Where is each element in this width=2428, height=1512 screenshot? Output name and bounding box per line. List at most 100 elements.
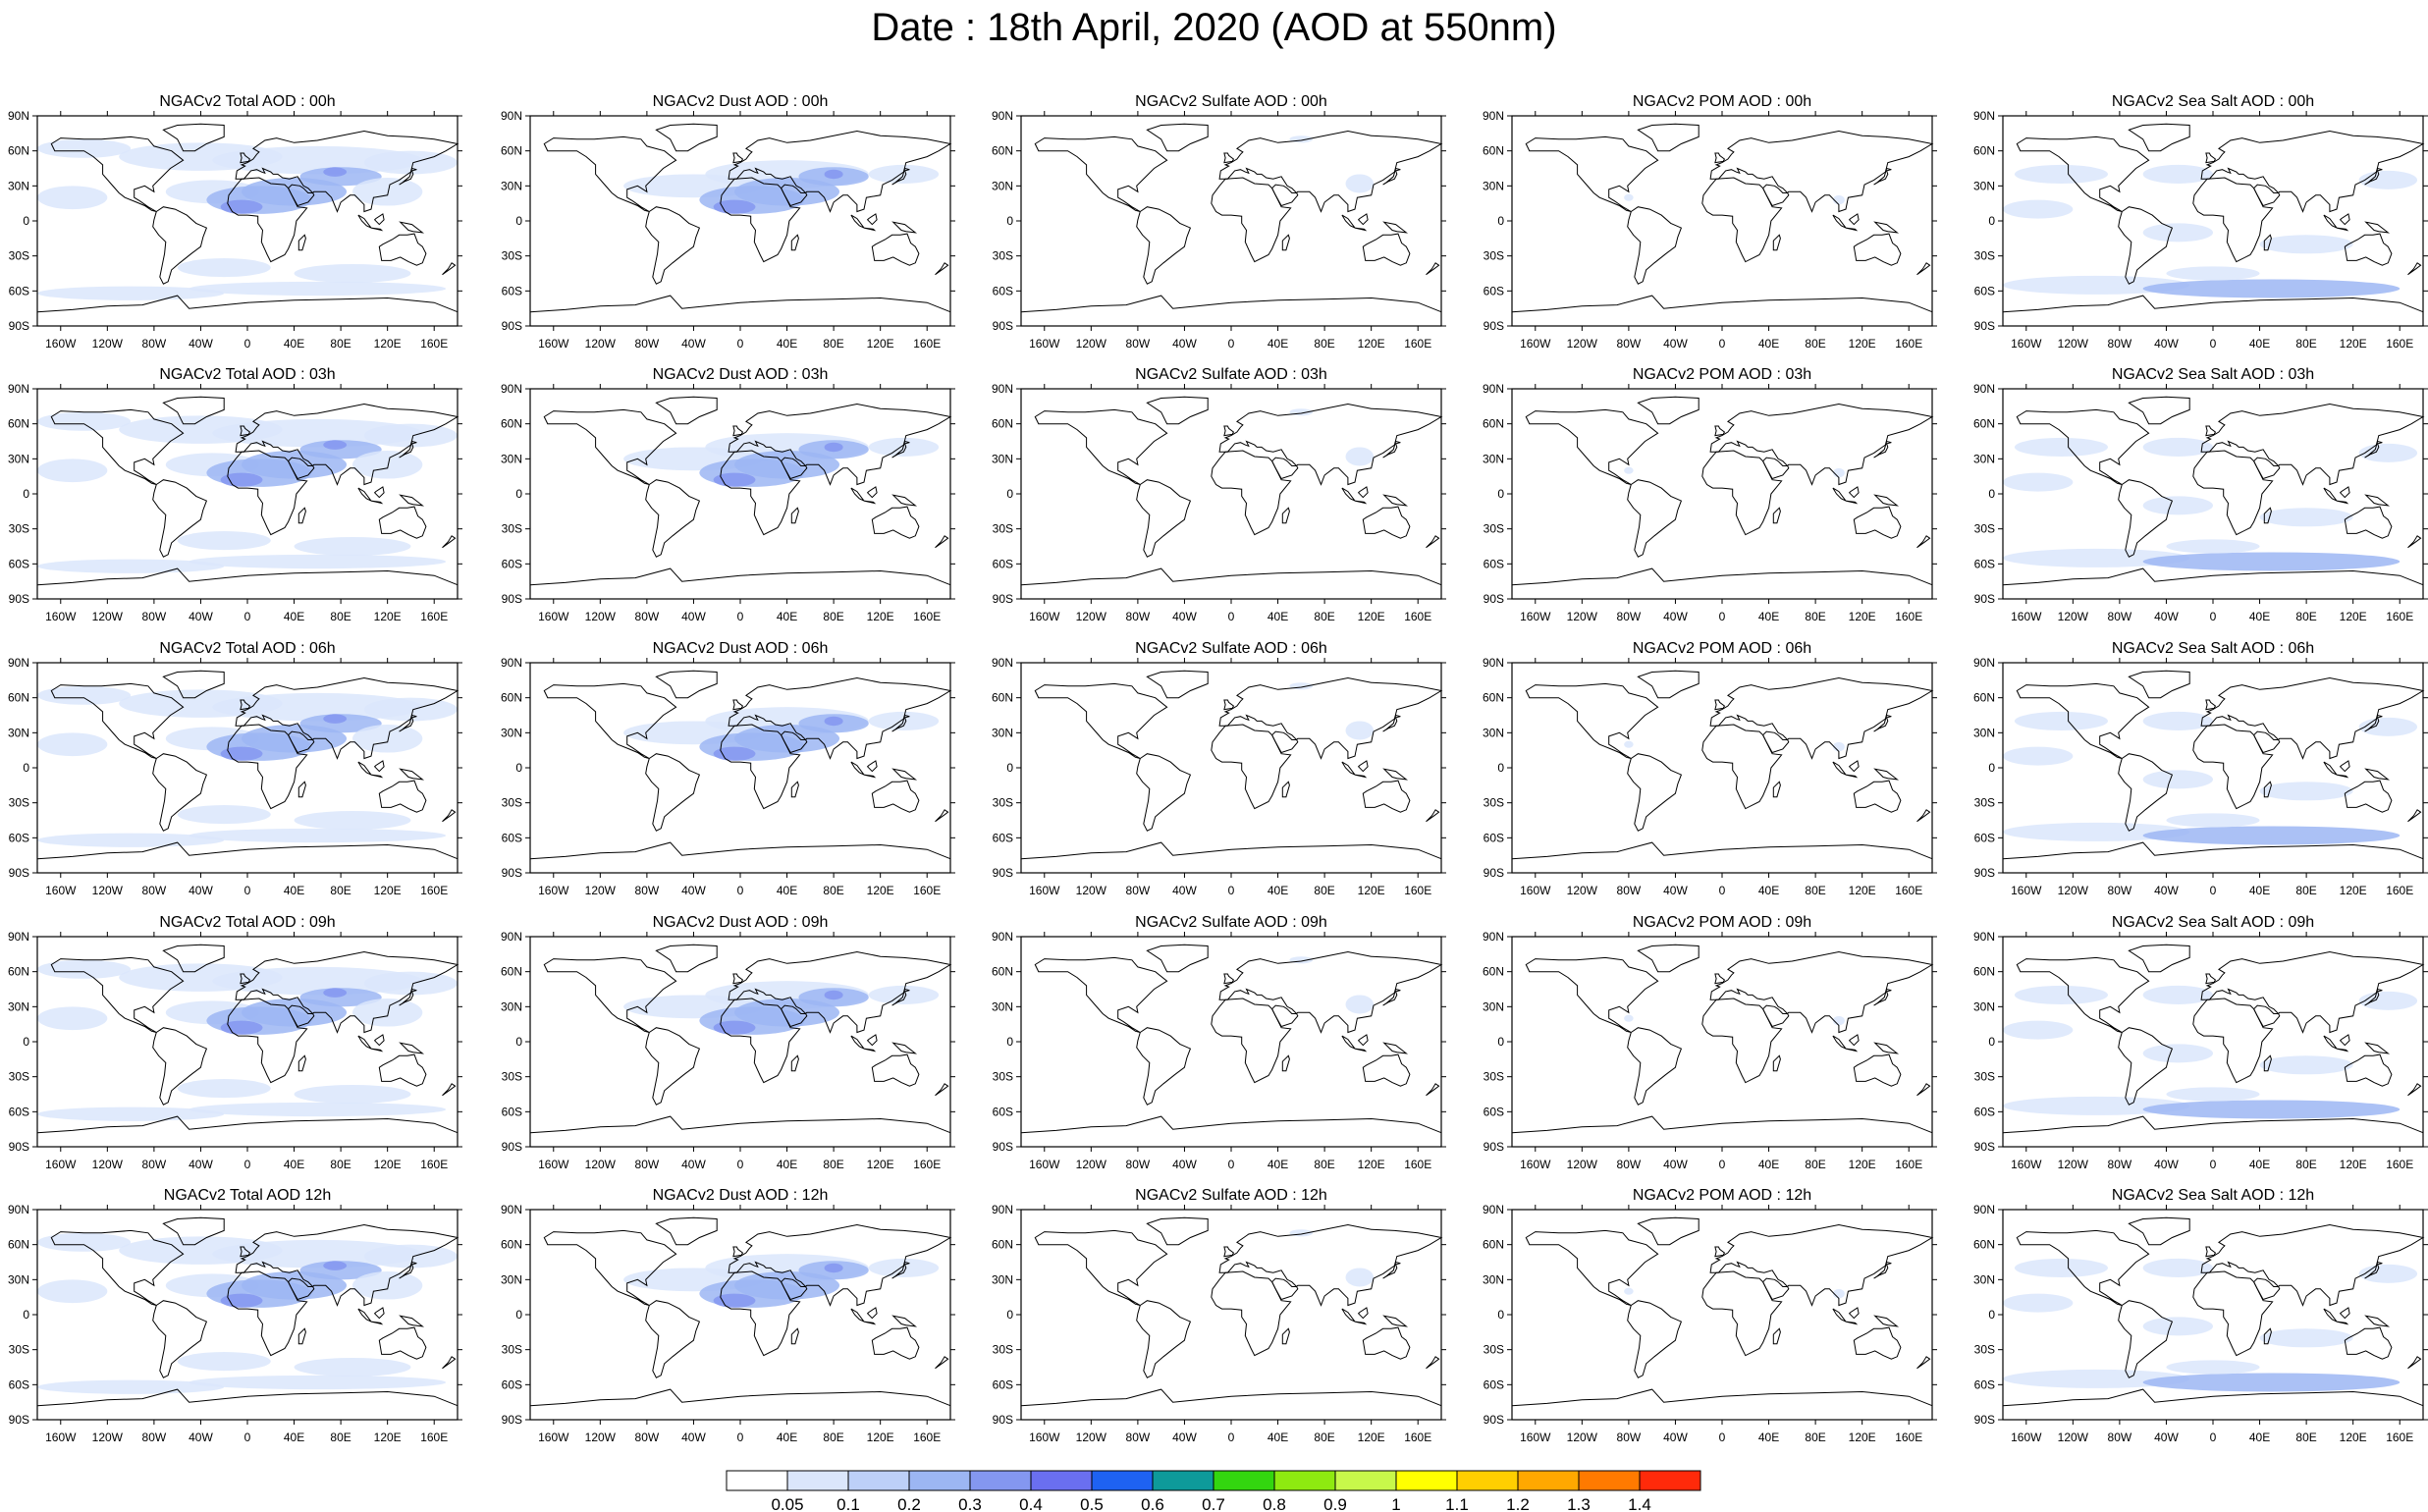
lat-tick-label: 90N bbox=[8, 656, 29, 670]
lat-tick-label: 90N bbox=[1973, 1203, 1995, 1216]
lon-tick-label: 80E bbox=[1805, 337, 1825, 351]
coastline-greenland bbox=[1146, 670, 1209, 699]
lat-tick-label: 30N bbox=[992, 999, 1013, 1013]
coastline-madagascar bbox=[297, 1327, 306, 1345]
colorbar-label: 1.4 bbox=[1628, 1495, 1651, 1512]
lat-tick-label: 90S bbox=[9, 866, 29, 880]
panel-title: NGACv2 Sea Salt AOD : 03h bbox=[2112, 366, 2314, 383]
coastline-new-zealand bbox=[1916, 535, 1931, 549]
lon-tick-label: 120E bbox=[1849, 1158, 1876, 1171]
lon-tick-label: 120E bbox=[1849, 610, 1876, 623]
lon-tick-label: 40E bbox=[2249, 1158, 2270, 1171]
coastline-eurasia bbox=[2200, 1223, 2425, 1307]
coastline-eurasia bbox=[235, 130, 459, 213]
lon-tick-label: 160W bbox=[1029, 610, 1060, 623]
coastline-arabia bbox=[287, 457, 315, 480]
lon-tick-label: 120W bbox=[1567, 610, 1598, 623]
coastline-japan bbox=[1873, 167, 1892, 186]
lon-tick-label: 160E bbox=[420, 337, 448, 351]
aod-shading bbox=[299, 714, 382, 733]
lon-tick-label: 120E bbox=[1358, 337, 1385, 351]
aod-shading bbox=[2142, 279, 2401, 298]
lon-tick-label: 120W bbox=[585, 337, 617, 351]
coastline-eurasia bbox=[235, 1223, 459, 1307]
panel-title: NGACv2 Total AOD : 06h bbox=[159, 640, 335, 657]
coastline-new-zealand bbox=[935, 809, 949, 823]
lon-tick-label: 160W bbox=[2011, 337, 2042, 351]
coastline-indonesia-b bbox=[370, 1321, 384, 1325]
coastline-japan bbox=[2364, 988, 2383, 1006]
lon-tick-label: 0 bbox=[1228, 1158, 1235, 1171]
coastline-borneo bbox=[373, 486, 385, 499]
lon-tick-label: 0 bbox=[2210, 884, 2217, 897]
lon-tick-label: 80E bbox=[330, 1158, 351, 1171]
lon-tick-label: 160W bbox=[1029, 1431, 1060, 1444]
coastline-antarctica bbox=[2002, 841, 2424, 860]
panel-title: NGACv2 POM AOD : 12h bbox=[1633, 1187, 1811, 1204]
map-panel-r5-c5: NGACv2 Sea Salt AOD : 12h 90N 60N 30N 0 30S 60… bbox=[1973, 1187, 2428, 1444]
coastline-greenland bbox=[162, 123, 225, 152]
lat-tick-label: 60S bbox=[502, 831, 522, 844]
lat-tick-label: 90N bbox=[1483, 382, 1504, 396]
colorbar-label: 0.8 bbox=[1263, 1495, 1286, 1512]
colorbar-label: 0.05 bbox=[771, 1495, 803, 1512]
lat-tick-label: 0 bbox=[1497, 487, 1504, 501]
coastline-eurasia bbox=[1709, 1223, 1934, 1307]
lat-tick-label: 0 bbox=[515, 1308, 522, 1322]
coastline-antarctica bbox=[2002, 1388, 2424, 1407]
map-panel-r4-c4: NGACv2 POM AOD : 09h 90N 60N 30N 0 30S 60S 90S 1… bbox=[1483, 914, 1937, 1171]
coastline-borneo bbox=[373, 760, 385, 773]
aod-shading bbox=[1345, 174, 1375, 193]
aod-shading bbox=[2259, 508, 2353, 527]
coastline-indonesia-a bbox=[1341, 214, 1356, 229]
coastline-africa bbox=[227, 177, 308, 263]
lat-tick-label: 90N bbox=[1973, 656, 1995, 670]
coastline-south-america bbox=[1136, 1300, 1192, 1378]
lon-tick-label: 160E bbox=[2386, 1158, 2413, 1171]
lon-tick-label: 40E bbox=[284, 1158, 304, 1171]
lat-tick-label: 30N bbox=[1973, 452, 1995, 465]
lon-tick-label: 0 bbox=[737, 610, 744, 623]
coastline-greenland bbox=[1637, 670, 1700, 699]
lon-tick-label: 160E bbox=[420, 1431, 448, 1444]
aod-shading bbox=[37, 959, 132, 979]
coastline-japan bbox=[399, 440, 417, 459]
coastline-antarctica bbox=[529, 295, 951, 313]
map-panel-r3-c2: NGACv2 Dust AOD : 06h 90N 60N 30N 0 30S 60S 90S… bbox=[501, 640, 955, 897]
map-panel-r1-c3: NGACv2 Sulfate AOD : 00h 90N 60N 30N 0 30S 60S… bbox=[992, 93, 1446, 351]
lon-tick-label: 40E bbox=[777, 610, 797, 623]
lat-tick-label: 60N bbox=[1483, 691, 1504, 705]
coastline-new-zealand bbox=[935, 262, 949, 276]
coastline-japan bbox=[891, 988, 910, 1006]
coastline-australia bbox=[871, 233, 920, 266]
coastline-uk bbox=[2205, 699, 2217, 711]
coastline-south-america bbox=[2118, 206, 2174, 285]
lon-tick-label: 120E bbox=[1849, 337, 1876, 351]
lat-tick-label: 0 bbox=[1988, 487, 1995, 501]
coastline-africa bbox=[2192, 450, 2274, 536]
coastline-australia bbox=[1362, 780, 1411, 813]
coastline-australia bbox=[1362, 1326, 1411, 1360]
aod-shading bbox=[2003, 1096, 2190, 1115]
panel-title: NGACv2 Dust AOD : 12h bbox=[653, 1187, 829, 1204]
lat-tick-label: 0 bbox=[23, 487, 29, 501]
lon-tick-label: 80W bbox=[635, 884, 660, 897]
lat-tick-label: 30N bbox=[8, 452, 29, 465]
coastline-antarctica bbox=[1511, 841, 1933, 860]
aod-shading bbox=[2142, 437, 2213, 457]
aod-shading bbox=[2142, 711, 2213, 730]
aod-shading bbox=[734, 178, 840, 206]
panel-title: NGACv2 Sulfate AOD : 03h bbox=[1135, 366, 1327, 383]
lon-tick-label: 80E bbox=[1805, 610, 1825, 623]
coastline-japan bbox=[891, 440, 910, 459]
coastline-japan bbox=[891, 167, 910, 186]
coastline-madagascar bbox=[1281, 507, 1290, 524]
lat-tick-label: 90S bbox=[9, 319, 29, 333]
aod-shading bbox=[2003, 1293, 2074, 1313]
lon-tick-label: 40W bbox=[189, 1431, 213, 1444]
lat-tick-label: 90N bbox=[992, 1203, 1013, 1216]
aod-shading bbox=[2259, 1328, 2353, 1348]
map-panel-r3-c1: NGACv2 Total AOD : 06h 90N 60N 30N 0 30S 60S 90… bbox=[8, 640, 462, 897]
colorbar-label: 0.2 bbox=[897, 1495, 921, 1512]
lat-tick-label: 30N bbox=[992, 452, 1013, 465]
